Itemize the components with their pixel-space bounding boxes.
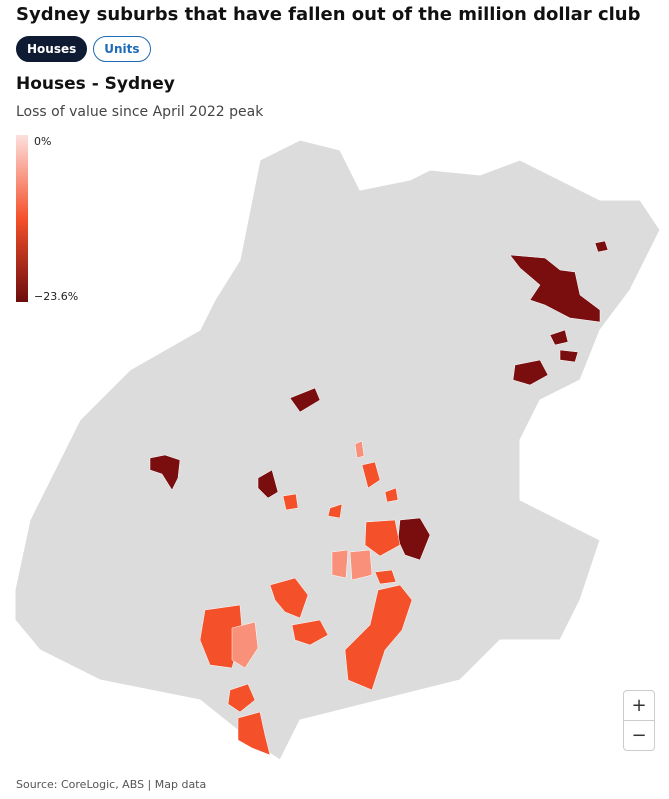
source: Source: CoreLogic, ABS | Map data	[16, 778, 207, 791]
legend-label: 0%	[34, 135, 52, 148]
region	[14, 139, 661, 761]
map	[14, 139, 661, 761]
suburbs-light	[231, 440, 373, 669]
suburbs-dark	[149, 240, 609, 561]
map-title: Houses - Sydney	[16, 74, 175, 94]
legend-label: −23.6%	[34, 290, 79, 303]
tab[interactable]: Houses	[16, 36, 88, 62]
title: Sydney suburbs that have fallen out of t…	[16, 4, 641, 25]
tab[interactable]: Units	[93, 36, 151, 62]
subtitle: Loss of value since April 2022 peak	[16, 104, 264, 120]
suburbs-mid	[199, 461, 413, 756]
zoom-out[interactable]: −	[624, 720, 654, 750]
legend-bar	[16, 135, 28, 302]
zoom-control: + −	[623, 690, 655, 751]
tabs: Houses Units	[16, 36, 151, 62]
zoom-in[interactable]: +	[631, 695, 647, 716]
